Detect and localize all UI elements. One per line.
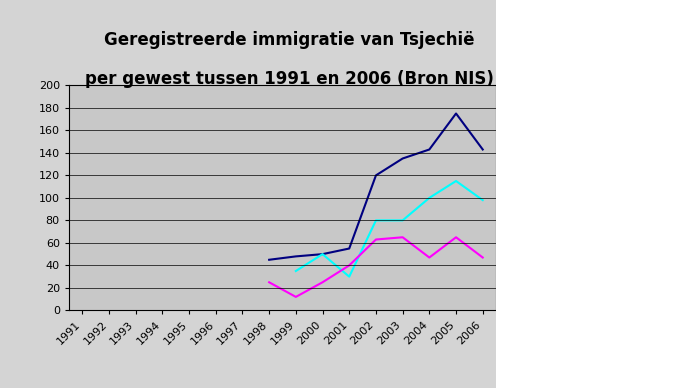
Vlaanderen: [291, 254, 300, 259]
Wallonië: [398, 235, 407, 239]
Vlaanderen: [345, 246, 353, 251]
Wallonië: [479, 255, 487, 260]
Wallonië: [291, 294, 300, 299]
Wallonië: [452, 235, 460, 239]
Vlaanderen: [372, 173, 380, 178]
Brussel: [425, 196, 433, 200]
Wallonië: [265, 280, 274, 285]
Brussel: [345, 274, 353, 279]
Vlaanderen: [452, 111, 460, 116]
Wallonië: [372, 237, 380, 242]
Brussel: [479, 198, 487, 203]
Text: Geregistreerde immigratie van Tsjechië: Geregistreerde immigratie van Tsjechië: [104, 31, 475, 49]
Brussel: [291, 268, 300, 273]
Vlaanderen: [425, 147, 433, 152]
Line: Wallonië: Wallonië: [269, 237, 483, 297]
Brussel: [318, 252, 327, 256]
Text: per gewest tussen 1991 en 2006 (Bron NIS): per gewest tussen 1991 en 2006 (Bron NIS…: [85, 70, 494, 88]
Vlaanderen: [318, 252, 327, 256]
Legend: Vlaanderen, Brussel, Wallonië: Vlaanderen, Brussel, Wallonië: [524, 104, 672, 190]
Wallonië: [345, 263, 353, 268]
Brussel: [452, 178, 460, 184]
Brussel: [398, 218, 407, 223]
Vlaanderen: [479, 147, 487, 152]
Line: Vlaanderen: Vlaanderen: [269, 113, 483, 260]
Brussel: [372, 218, 380, 223]
Line: Brussel: Brussel: [296, 181, 483, 277]
Vlaanderen: [265, 258, 274, 262]
Wallonië: [318, 280, 327, 285]
Vlaanderen: [398, 156, 407, 161]
Wallonië: [425, 255, 433, 260]
